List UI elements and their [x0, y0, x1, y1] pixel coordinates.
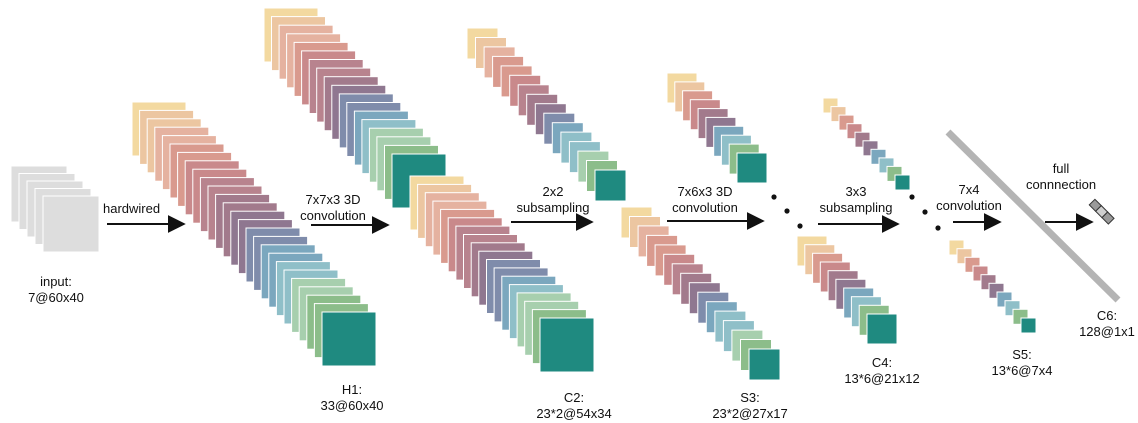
hardwired-label: hardwired [103, 201, 160, 217]
c2-line1: C2: [563, 390, 585, 405]
input-layer-label: input: 7@60x40 [28, 274, 84, 306]
full-line1: full [1052, 161, 1070, 176]
s3-layer-label: S3: 23*2@27x17 [712, 390, 787, 422]
s5-stack-b-map [1020, 317, 1037, 334]
s3-stack-b-map [748, 348, 781, 381]
conv2-label: 7x6x3 3D convolution [672, 184, 738, 216]
s5-line1: S5: [1012, 347, 1032, 362]
s3-stack-a-map [594, 169, 627, 202]
ellipsis-dot [922, 209, 928, 215]
c4-layer-label: C4: 13*6@21x12 [844, 355, 919, 387]
s5-stack-a [822, 97, 911, 191]
input-stack [10, 165, 100, 253]
arrows [107, 212, 1094, 234]
input-line2: 7@60x40 [28, 290, 84, 305]
c4-line2: 13*6@21x12 [844, 371, 920, 386]
c4-line1: C4: [871, 355, 893, 370]
sub1-line1: 2x2 [542, 184, 564, 199]
sub2-line1: 3x3 [845, 184, 867, 199]
conv2-line2: convolution [672, 200, 738, 215]
sub2-line2: subsampling [819, 200, 893, 215]
sub2-label: 3x3 subsampling [820, 184, 893, 216]
s5-stack-a-map [894, 174, 911, 191]
c2-stack-a [263, 7, 447, 209]
conv1-label: 7x7x3 3D convolution [300, 192, 366, 224]
output-unit [1088, 198, 1115, 225]
h1-line2: 33@60x40 [320, 398, 384, 413]
s5-stack-b [948, 239, 1037, 334]
h1-line1: H1: [341, 382, 363, 397]
c2-layer-label: C2: 23*2@54x34 [536, 390, 611, 422]
c6-line1: C6: [1096, 308, 1118, 323]
feature-map-stacks [10, 7, 1121, 381]
s3-line1: S3: [740, 390, 760, 405]
c2-stack-b-map [539, 317, 595, 373]
conv3-line1: 7x4 [958, 182, 980, 197]
h1-stack-map [321, 311, 377, 367]
c4-stack-a [666, 72, 768, 184]
conv1-line1: 7x7x3 3D [305, 192, 361, 207]
h1-layer-label: H1: 33@60x40 [320, 382, 383, 414]
input-line1: input: [40, 274, 72, 289]
c6-line2: 128@1x1 [1079, 324, 1135, 339]
c2-line2: 23*2@54x34 [536, 406, 612, 421]
s3-stack-b [620, 206, 781, 381]
c6-layer-bar [945, 129, 1121, 303]
full-connection-label: full connnection [1026, 161, 1096, 193]
full-line2: connnection [1025, 177, 1097, 192]
hardwired-text: hardwired [103, 201, 161, 216]
conv2-line1: 7x6x3 3D [677, 184, 733, 199]
c2-stack-b [409, 175, 595, 373]
s5-line2: 13*6@7x4 [991, 363, 1053, 378]
ellipsis-dot [935, 225, 941, 231]
ellipsis-dot [784, 208, 790, 214]
sub1-line2: subsampling [516, 200, 590, 215]
s5-layer-label: S5: 13*6@7x4 [992, 347, 1053, 379]
ellipsis-dot [797, 223, 803, 229]
conv3-line2: convolution [936, 198, 1002, 213]
c4-stack-b [796, 235, 898, 345]
c4-stack-b-map [866, 313, 898, 345]
h1-stack [131, 101, 377, 367]
ellipsis-dots [771, 194, 941, 231]
ellipsis-dot [771, 194, 777, 200]
s3-line2: 23*2@27x17 [712, 406, 788, 421]
s3-stack-a [466, 27, 627, 202]
c4-stack-a-map [736, 152, 768, 184]
conv3-label: 7x4 convolution [936, 182, 1002, 214]
conv1-line2: convolution [300, 208, 366, 223]
input-stack-map [42, 195, 100, 253]
ellipsis-dot [909, 194, 915, 200]
sub1-label: 2x2 subsampling [517, 184, 590, 216]
c6-layer-label: C6: 128@1x1 [1079, 308, 1135, 340]
output-unit-cell [1101, 211, 1115, 225]
